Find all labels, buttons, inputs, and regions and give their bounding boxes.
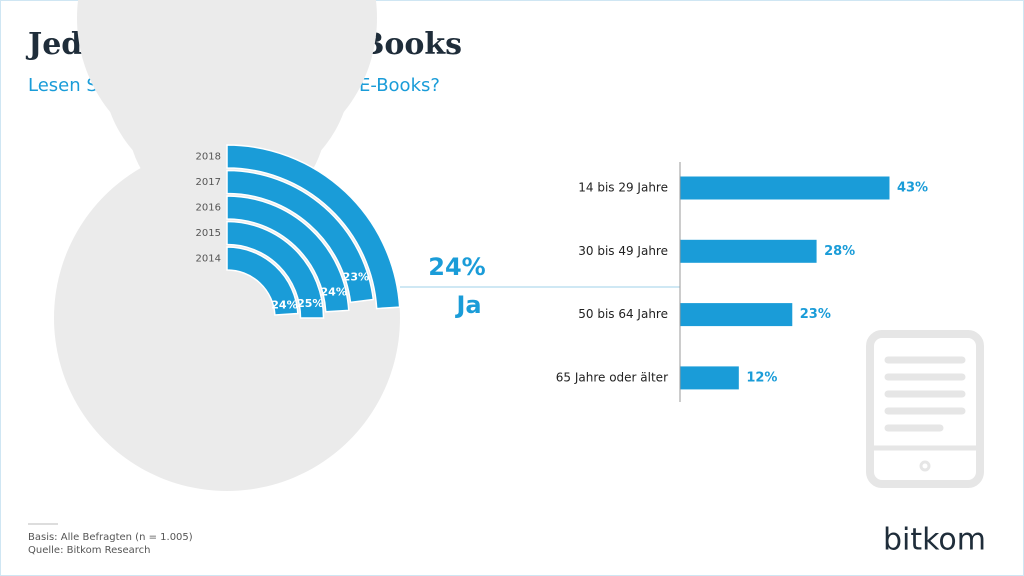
logo: bitkom bbox=[883, 523, 986, 558]
category-label: 65 Jahre oder älter bbox=[556, 370, 668, 384]
footer-basis: Basis: Alle Befragten (n = 1.005) bbox=[28, 532, 193, 543]
category-label: 50 bis 64 Jahre bbox=[578, 307, 668, 321]
value-label: 23% bbox=[800, 307, 831, 322]
value-label: 43% bbox=[897, 181, 928, 196]
ring-track bbox=[53, 0, 400, 491]
bar bbox=[680, 176, 890, 200]
category-label: 14 bis 29 Jahre bbox=[578, 181, 668, 195]
radial-bar bbox=[226, 169, 375, 304]
bar bbox=[680, 366, 739, 390]
value-label: 12% bbox=[746, 370, 777, 385]
year-label: 2017 bbox=[196, 177, 221, 188]
category-label: 30 bis 49 Jahre bbox=[578, 244, 668, 258]
radial-bar bbox=[226, 144, 401, 310]
tablet-icon bbox=[866, 330, 984, 488]
radial-bar bbox=[226, 195, 350, 313]
year-label: 2014 bbox=[196, 254, 221, 265]
value-label: 23% bbox=[343, 270, 369, 283]
year-label: 2015 bbox=[196, 228, 221, 239]
highlight-label: Ja bbox=[454, 291, 481, 319]
value-label: 24% bbox=[321, 285, 347, 298]
value-label: 28% bbox=[824, 244, 855, 259]
footer-source: Quelle: Bitkom Research bbox=[28, 545, 151, 556]
radial-bar bbox=[226, 220, 325, 319]
year-label: 2016 bbox=[196, 203, 221, 214]
radial-bar bbox=[226, 246, 299, 316]
value-label: 24% bbox=[271, 299, 297, 312]
bar bbox=[680, 303, 793, 327]
highlight-value: 24% bbox=[428, 253, 485, 281]
value-label: 25% bbox=[297, 297, 323, 310]
year-label: 2018 bbox=[196, 152, 221, 163]
bar bbox=[680, 239, 817, 263]
